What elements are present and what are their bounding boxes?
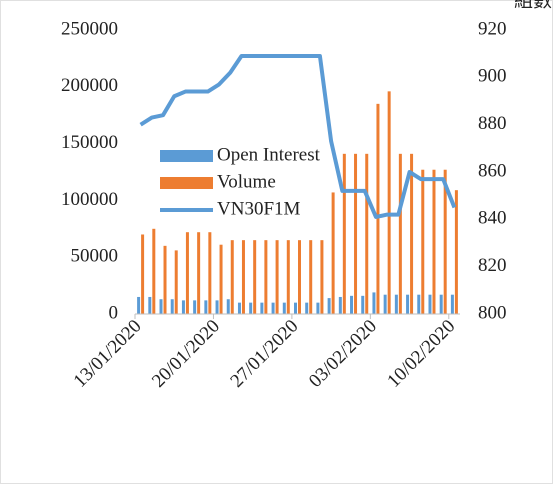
bar — [271, 302, 275, 314]
y-tick-label: 0 — [109, 302, 119, 323]
y-tick-label: 250000 — [61, 18, 118, 39]
bar — [320, 240, 324, 314]
bar — [331, 192, 335, 314]
bar — [170, 299, 174, 314]
bar — [316, 302, 320, 314]
y2-tick-label: 800 — [478, 302, 507, 323]
y-tick-label: 150000 — [61, 132, 118, 153]
bar — [421, 169, 425, 314]
bar — [159, 299, 163, 314]
bar — [376, 103, 380, 314]
bar — [372, 292, 376, 314]
bar — [260, 302, 264, 314]
y-tick-label: 50000 — [71, 246, 119, 267]
bar — [219, 244, 223, 314]
bar — [443, 169, 447, 314]
bar — [181, 300, 185, 314]
bar — [152, 228, 156, 314]
bar — [327, 298, 331, 314]
bar — [230, 240, 234, 314]
bar — [137, 296, 141, 314]
bar — [450, 294, 454, 314]
bar — [286, 240, 290, 314]
bar — [294, 302, 297, 314]
legend-swatch — [160, 150, 213, 162]
bar — [342, 153, 346, 314]
y2-axis-title: 組數 — [514, 0, 552, 11]
bar — [309, 240, 313, 314]
bar — [249, 302, 253, 314]
bar — [204, 300, 208, 314]
bar — [338, 296, 342, 314]
bar — [193, 300, 197, 314]
bar — [253, 240, 257, 314]
bar — [410, 153, 414, 314]
bar — [275, 240, 279, 314]
bar — [163, 245, 167, 314]
line — [139, 54, 457, 219]
bar — [439, 294, 443, 314]
bar — [394, 294, 398, 314]
bar — [417, 294, 421, 314]
bar — [215, 300, 219, 314]
legend-label: Open Interest — [217, 144, 321, 165]
y2-tick-label: 820 — [478, 255, 507, 276]
bar — [237, 302, 241, 314]
bar — [432, 169, 436, 314]
bar — [185, 232, 189, 314]
bar — [148, 296, 152, 314]
bar — [387, 91, 391, 315]
bar — [305, 302, 309, 314]
bar — [298, 240, 301, 314]
bar — [454, 190, 458, 314]
y-tick-label: 100000 — [61, 189, 118, 210]
bar — [264, 240, 268, 314]
bar — [197, 232, 201, 314]
legend-label: VN30F1M — [217, 198, 301, 219]
bar — [383, 294, 387, 314]
bar — [174, 250, 178, 314]
legend-label: Volume — [217, 171, 276, 192]
legend-swatch — [160, 177, 213, 189]
bar — [350, 295, 354, 314]
bar — [365, 153, 369, 314]
bar — [354, 153, 358, 314]
y2-tick-label: 840 — [478, 208, 507, 229]
y2-tick-label: 880 — [478, 113, 507, 134]
y2-tick-label: 920 — [478, 18, 507, 39]
bar — [428, 294, 432, 314]
bar — [208, 232, 212, 314]
y2-tick-label: 860 — [478, 160, 507, 181]
y-tick-label: 200000 — [61, 75, 118, 96]
bar — [282, 302, 286, 314]
bar — [406, 294, 410, 314]
bar — [141, 234, 145, 314]
bar — [226, 299, 230, 314]
bar — [361, 295, 365, 314]
bar — [398, 153, 402, 314]
bar — [241, 240, 245, 314]
y2-tick-label: 900 — [478, 66, 507, 87]
